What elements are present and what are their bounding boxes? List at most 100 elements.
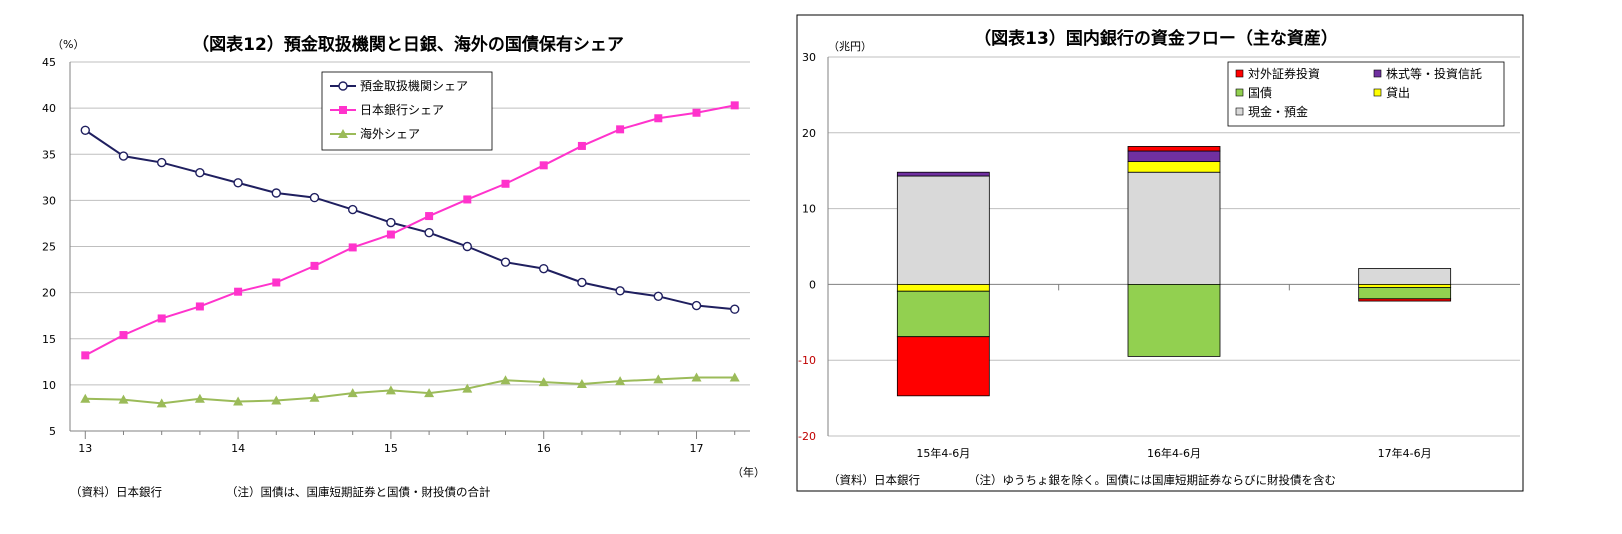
chart-12-axes [69, 62, 750, 439]
chart-12-y-tick-label: 5 [49, 425, 56, 438]
chart-12-series [80, 101, 740, 408]
chart-12-data-point [309, 392, 320, 402]
chart-13-source-note: （資料）日本銀行 [828, 473, 920, 487]
chart-12-series-line-2 [84, 104, 735, 357]
chart-13-legend-swatch [1373, 88, 1382, 97]
chart-13-legend-label: 現金・預金 [1248, 104, 1308, 119]
chart-12-data-point [385, 385, 396, 395]
chart-12-gridlines [70, 61, 750, 432]
chart-12-data-point [386, 217, 396, 228]
chart-13-bar-segment [896, 283, 990, 292]
chart-12-data-point [156, 398, 167, 408]
chart-12-data-point [80, 393, 91, 403]
chart-12-data-point [347, 204, 358, 215]
chart-12-y-unit: （%） [52, 38, 84, 51]
chart-13: （図表13）国内銀行の資金フロー（主な資産） （兆円） -20 -10 0 10 20 3… [796, 14, 1524, 492]
chart-13-bar-segment [1358, 283, 1452, 288]
chart-13-bar-segment [896, 336, 990, 397]
chart-13-bar-segment [1358, 268, 1452, 285]
chart-13-legend-swatch [1235, 107, 1244, 116]
chart-13-y-tick-labels: -20 -10 0 10 20 30 [798, 51, 816, 443]
chart-12-data-point [692, 108, 701, 117]
chart-12-data-point [500, 257, 511, 267]
chart-13-border [796, 14, 1524, 492]
chart-12-data-point [577, 141, 586, 150]
chart-13-legend-label: 対外証券投資 [1248, 66, 1320, 81]
chart-12-data-point [615, 286, 625, 296]
chart-12-data-point [233, 178, 243, 188]
chart-12-y-tick-label: 15 [42, 333, 56, 346]
chart-12-data-point [119, 331, 128, 340]
chart-12-data-point [157, 314, 166, 323]
chart-12-data-point [233, 396, 244, 406]
chart-12-data-point [309, 192, 320, 203]
chart-12-data-point [654, 114, 663, 123]
chart-13-gridlines [828, 56, 1520, 437]
chart-12-x-tick-label: 14 [231, 442, 245, 455]
chart-12-x-tick-labels: 13 14 15 16 17 [78, 442, 703, 455]
chart-13-bars [896, 146, 1452, 397]
chart-13-bar-segment [896, 171, 990, 177]
chart-12-data-point [425, 212, 434, 221]
chart-12-y-tick-label: 40 [42, 102, 56, 115]
chart-13-bar-segment [1127, 146, 1221, 152]
chart-13-bar-segment [1127, 161, 1221, 173]
chart-12-data-point [271, 188, 281, 198]
chart-12-data-point [576, 378, 587, 388]
chart-12-data-point [386, 230, 395, 239]
chart-13-bar-segment [1127, 150, 1221, 163]
chart-12-data-point [691, 300, 702, 311]
chart-13-title: （図表13）国内銀行の資金フロー（主な資産） [974, 28, 1338, 49]
chart-12-data-point [195, 167, 205, 178]
chart-13-bar-segment [1358, 287, 1452, 300]
chart-12-y-tick-label: 35 [42, 148, 56, 161]
chart-13-bar-segment [1127, 171, 1221, 285]
chart-13-bar-segment [1127, 283, 1221, 357]
chart-12-data-point [234, 287, 243, 296]
chart-12-data-point [195, 302, 204, 311]
chart-12-data-point [271, 395, 282, 405]
chart-12-data-point [310, 261, 319, 270]
chart-12-data-point [615, 376, 626, 386]
chart-13-legend-label: 貸出 [1386, 85, 1410, 100]
chart-12-x-tick-label: 16 [537, 442, 551, 455]
chart-12-series-line-3 [85, 376, 735, 405]
chart-12-data-point [653, 291, 664, 302]
chart-12-source-note: （資料）日本銀行 [70, 485, 162, 499]
chart-12-legend-label: 預金取扱機関シェア [360, 78, 468, 93]
chart-12-x-tick-label: 15 [384, 442, 398, 455]
chart-13-y-tick-label: -20 [798, 430, 816, 443]
chart-13-legend-box [1227, 61, 1505, 127]
chart-12-legend-label: 日本銀行シェア [360, 103, 444, 117]
chart-12-data-point [577, 277, 587, 288]
chart-12-legend-marker [338, 129, 348, 138]
chart-13-x-tick-label: 17年4-6月 [1378, 446, 1432, 460]
chart-12-title: （図表12）預金取扱機関と日銀、海外の国債保有シェア [192, 34, 624, 55]
chart-12-data-point [653, 374, 664, 384]
chart-12-data-point [118, 151, 129, 161]
chart-12-data-point [424, 227, 434, 238]
chart-13-y-tick-label: -10 [798, 354, 816, 367]
chart-13-x-tick-label: 16年4-6月 [1147, 446, 1201, 460]
chart-12: （図表12）預金取扱機関と日銀、海外の国債保有シェア （%） （年） 5 10 15… [42, 34, 765, 499]
chart-12-data-point [347, 388, 358, 398]
chart-12-y-tick-label: 30 [42, 194, 56, 207]
chart-12-data-point [538, 377, 549, 387]
chart-12-data-point [462, 241, 473, 252]
chart-12-data-point [462, 383, 473, 393]
chart-12-series-line-1 [84, 129, 735, 311]
chart-12-data-point [424, 388, 435, 398]
chart-12-data-point [730, 304, 740, 314]
chart-13-legend-swatch [1373, 69, 1382, 78]
chart-12-y-tick-label: 25 [42, 241, 56, 254]
chart-13-y-tick-label: 20 [802, 127, 816, 140]
chart-13-bar-segment [896, 290, 990, 338]
chart-12-footnote: （注）国債は、国庫短期証券と国債・財投債の合計 [226, 485, 491, 499]
chart-13-footnote: （注）ゆうちょ銀を除く。国債には国庫短期証券ならびに財投債を含む [968, 473, 1336, 487]
chart-12-y-tick-label: 20 [42, 287, 56, 300]
chart-12-x-unit: （年） [732, 465, 765, 479]
chart-12-legend-marker [339, 106, 347, 114]
